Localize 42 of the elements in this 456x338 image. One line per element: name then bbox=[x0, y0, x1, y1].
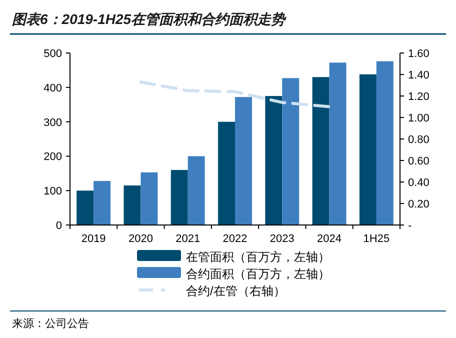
bar bbox=[124, 185, 141, 225]
x-tick-label: 2020 bbox=[128, 233, 153, 245]
bar bbox=[170, 170, 188, 225]
bar bbox=[329, 62, 346, 225]
y2-tick-label: 1.00 bbox=[408, 112, 430, 124]
y-tick-label: 500 bbox=[44, 48, 62, 60]
y-tick-label: 200 bbox=[44, 151, 62, 164]
legend-label: 在管面积（百万方，左轴） bbox=[186, 250, 330, 264]
y2-tick-label: 0.80 bbox=[408, 134, 430, 146]
y-tick-label: 300 bbox=[44, 116, 62, 129]
line-series bbox=[139, 80, 331, 108]
bar bbox=[312, 77, 330, 225]
bar bbox=[359, 74, 376, 225]
x-tick-label: 2022 bbox=[222, 233, 248, 245]
y2-tick-label: 0.60 bbox=[408, 156, 430, 168]
bar bbox=[94, 180, 111, 225]
legend-label: 合约/在管（右轴） bbox=[186, 284, 286, 298]
y-tick-label: 400 bbox=[44, 82, 62, 94]
x-tick-label: 2023 bbox=[270, 233, 294, 245]
bar bbox=[376, 61, 394, 225]
bar bbox=[218, 122, 235, 225]
chart-title: 图表6：2019-1H25在管面积和合约面积走势 bbox=[12, 11, 288, 27]
legend-label: 合约面积（百万方，左轴） bbox=[186, 267, 330, 281]
bar bbox=[282, 78, 300, 225]
y2-tick-label: 0.40 bbox=[408, 177, 430, 189]
x-tick-label: 2021 bbox=[176, 233, 200, 245]
bar bbox=[265, 96, 282, 225]
x-tick-label: 2024 bbox=[317, 233, 342, 245]
y-tick-label: 0 bbox=[56, 220, 62, 232]
y2-tick-label: 1.20 bbox=[408, 91, 430, 103]
source-note: 来源：公司公告 bbox=[12, 317, 89, 330]
bar bbox=[76, 190, 94, 225]
bar bbox=[188, 156, 205, 225]
x-tick-label: 2019 bbox=[81, 233, 106, 245]
y2-tick-label: 1.40 bbox=[408, 70, 430, 82]
y2-tick-label: 0.20 bbox=[408, 198, 430, 210]
y2-tick-label: - bbox=[408, 220, 412, 232]
x-tick-label: 1H25 bbox=[363, 233, 390, 245]
bar bbox=[235, 97, 252, 225]
y-tick-label: 100 bbox=[44, 186, 62, 198]
y2-tick-label: 1.60 bbox=[408, 48, 430, 60]
bar bbox=[140, 172, 158, 225]
